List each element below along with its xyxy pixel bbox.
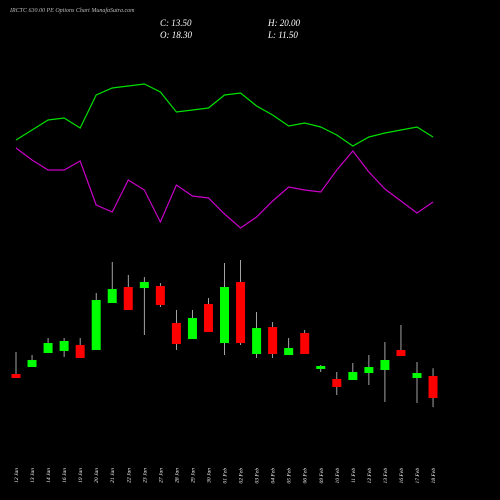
x-tick-label: 01 Feb bbox=[223, 468, 229, 484]
ohlc-label: L: 11.50 bbox=[267, 30, 298, 40]
x-tick-label: 16 Feb bbox=[399, 468, 405, 484]
candle-body bbox=[332, 378, 342, 388]
x-tick-label: 10 Feb bbox=[335, 468, 341, 484]
candle-body bbox=[187, 318, 197, 340]
candle-body bbox=[428, 376, 438, 399]
candle-body bbox=[75, 345, 85, 359]
candle-body bbox=[268, 327, 278, 355]
x-tick-label: 30 Jan bbox=[206, 468, 212, 484]
x-tick-label: 05 Feb bbox=[287, 468, 293, 484]
x-tick-label: 11 Feb bbox=[351, 468, 357, 483]
candle-body bbox=[107, 289, 117, 304]
candle-body bbox=[252, 328, 262, 355]
candle-body bbox=[316, 366, 326, 369]
candle-body bbox=[380, 360, 390, 371]
candle-body bbox=[300, 333, 310, 355]
x-tick-label: 29 Jan bbox=[190, 468, 196, 483]
candle-body bbox=[236, 282, 246, 344]
candle-body bbox=[412, 373, 422, 379]
indicator-line bbox=[15, 83, 434, 147]
ohlc-label: O: 18.30 bbox=[160, 30, 192, 40]
candle-body bbox=[396, 350, 406, 357]
x-tick-label: 21 Jan bbox=[110, 468, 116, 483]
ohlc-label: C: 13.50 bbox=[160, 18, 192, 28]
x-tick-label: 12 Jan bbox=[14, 468, 20, 483]
candle-body bbox=[155, 286, 165, 306]
x-tick-label: 13 Feb bbox=[383, 468, 389, 484]
x-tick-label: 19 Jan bbox=[78, 468, 84, 483]
x-tick-label: 28 Jan bbox=[174, 468, 180, 483]
x-tick-label: 13 Jan bbox=[30, 468, 36, 483]
x-tick-label: 17 Feb bbox=[415, 468, 421, 484]
candle-body bbox=[123, 287, 133, 311]
chart-title: IRCTC 630.00 PE Options Chart MunafaSutr… bbox=[9, 7, 135, 14]
x-tick-label: 04 Feb bbox=[270, 468, 277, 484]
candle-body bbox=[171, 323, 181, 345]
x-tick-label: 20 Jan bbox=[94, 468, 100, 483]
candle-body bbox=[27, 360, 37, 368]
candle-body bbox=[284, 348, 294, 356]
x-tick-label: 27 Jan bbox=[158, 468, 164, 483]
x-tick-label: 14 Jan bbox=[45, 468, 52, 483]
ohlc-label: H: 20.00 bbox=[267, 18, 300, 28]
x-tick-label: 09 Feb bbox=[319, 468, 325, 484]
candle-body bbox=[91, 300, 101, 351]
x-tick-label: 18 Feb bbox=[431, 468, 437, 484]
x-tick-label: 16 Jan bbox=[62, 468, 68, 483]
candle-body bbox=[43, 343, 53, 354]
x-tick-label: 22 Jan bbox=[126, 468, 132, 483]
x-tick-label: 06 Feb bbox=[303, 468, 309, 484]
indicator-line bbox=[15, 147, 434, 229]
x-tick-label: 02 Feb bbox=[239, 468, 245, 484]
candle-body bbox=[364, 367, 374, 374]
candle-body bbox=[348, 372, 358, 380]
candle-body bbox=[59, 341, 69, 351]
candle-body bbox=[139, 282, 149, 289]
x-tick-label: 03 Feb bbox=[255, 468, 261, 484]
candle-body bbox=[203, 304, 213, 333]
x-tick-label: 23 Jan bbox=[142, 468, 148, 483]
candle-body bbox=[220, 287, 230, 344]
x-tick-label: 12 Feb bbox=[367, 468, 373, 484]
candle-body bbox=[11, 373, 21, 379]
